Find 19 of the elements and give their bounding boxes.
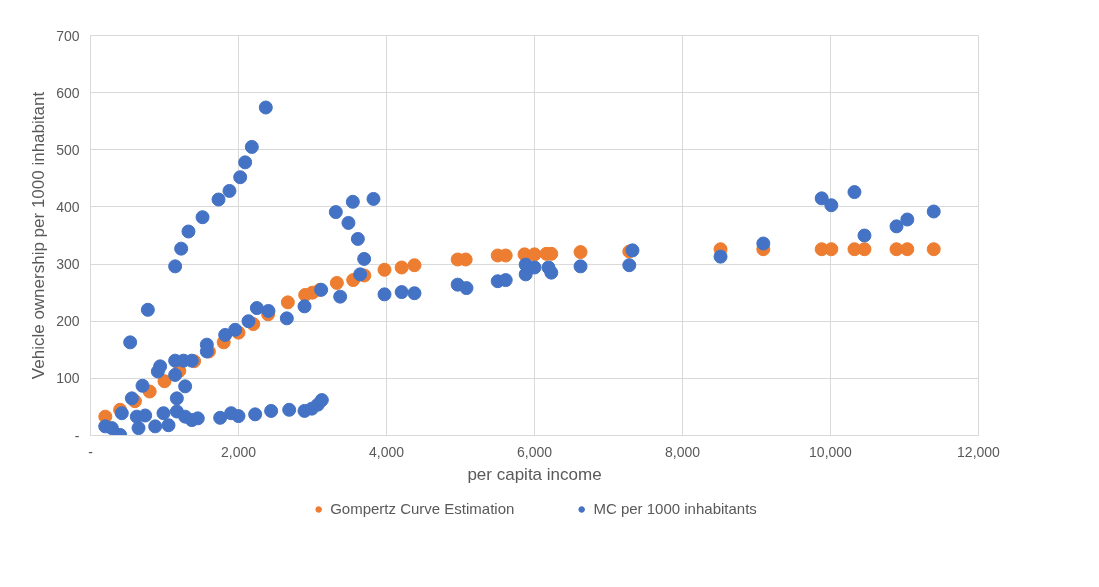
legend-label: MC per 1000 inhabitants	[593, 500, 757, 517]
y-tick-label: 400	[56, 198, 80, 215]
x-tick-label: -	[88, 443, 94, 460]
y-tick-label: 200	[56, 313, 80, 330]
y-tick-label: 600	[56, 84, 80, 101]
x-tick-label: 4,000	[368, 443, 405, 460]
y-axis-title: Vehicle ownership per 1000 inhabitant	[29, 91, 49, 380]
x-tick-label: 10,000	[809, 443, 853, 460]
legend-label: Gompertz Curve Estimation	[330, 500, 515, 517]
x-tick-label: 8,000	[664, 443, 701, 460]
x-tick-label: 6,000	[516, 443, 553, 460]
y-tick-label: 300	[56, 256, 80, 273]
x-axis-title: per capita income	[467, 464, 602, 484]
y-tick-label: -	[74, 427, 80, 444]
y-tick-label: 100	[56, 370, 80, 387]
x-tick-label: 2,000	[220, 443, 257, 460]
y-tick-label: 700	[56, 27, 80, 44]
x-tick-label: 12,000	[957, 443, 1001, 460]
y-tick-label: 500	[56, 141, 80, 158]
